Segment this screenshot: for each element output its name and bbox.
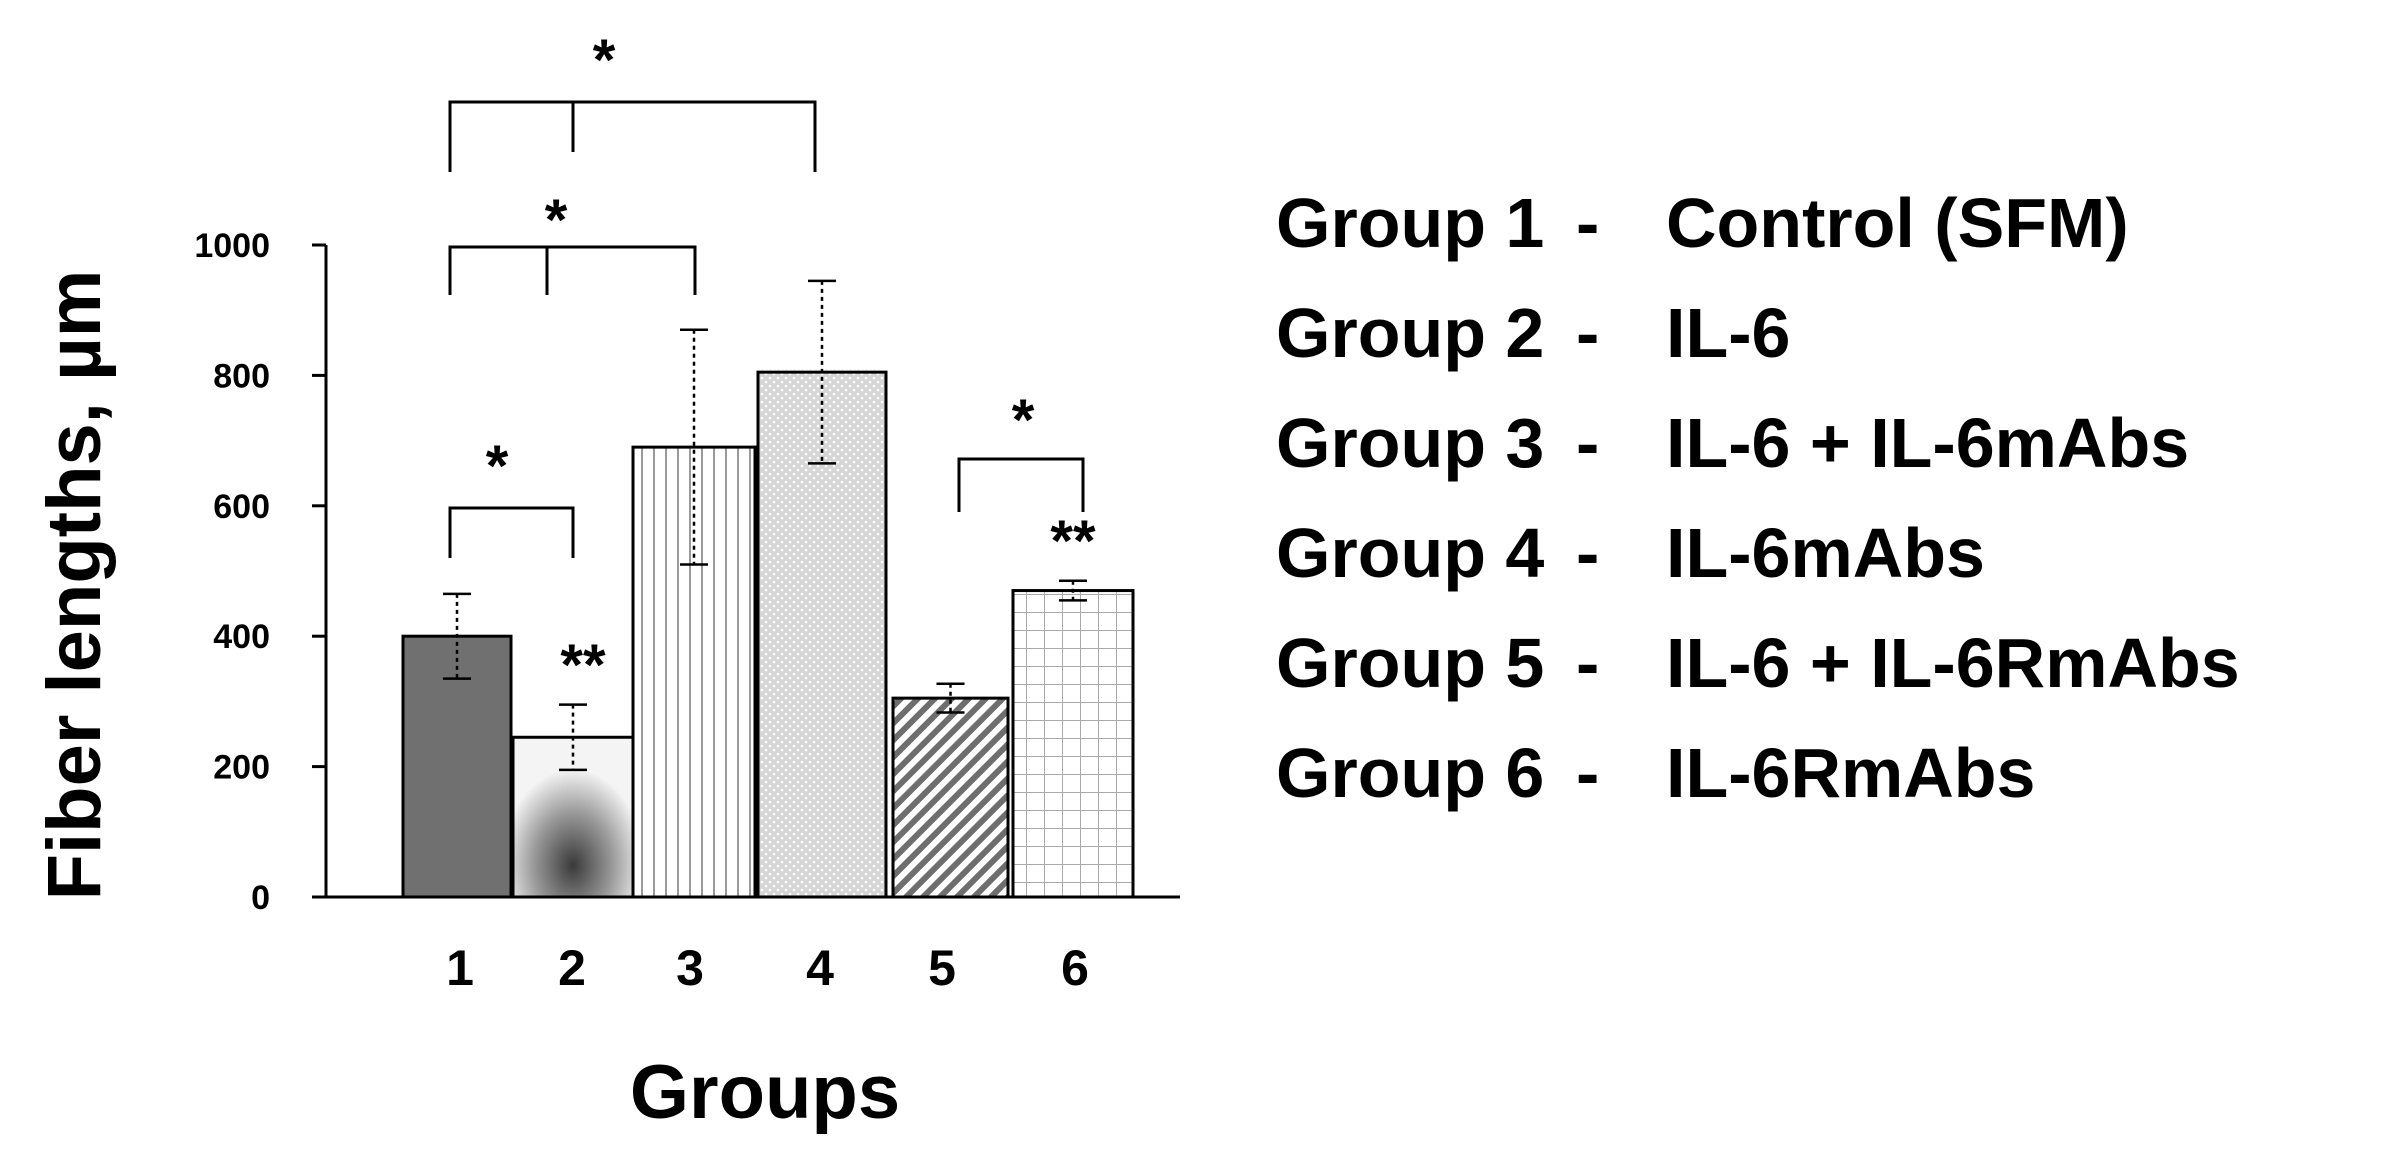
significance-bracket <box>448 245 697 295</box>
significance-brackets: ******** <box>448 28 1096 698</box>
legend-description: Control (SFM) <box>1666 184 2129 262</box>
x-axis-ticks: 1 2 3 4 5 6 <box>446 940 1089 996</box>
y-tick-label: 400 <box>213 618 270 656</box>
legend: Group 1 - Control (SFM) Group 2 - IL-6 G… <box>1276 168 2240 828</box>
significance-bracket <box>448 100 817 172</box>
legend-group-label: Group 1 <box>1276 184 1545 262</box>
y-tick-label: 600 <box>213 488 270 526</box>
y-axis-title: Fiber lengths, µm <box>32 270 117 901</box>
legend-entry-3: Group 3 - IL-6 + IL-6mAbs <box>1276 388 2240 498</box>
significance-bracket <box>957 457 1085 512</box>
legend-separator: - <box>1576 404 1600 482</box>
x-tick-label: 2 <box>558 940 586 996</box>
legend-group-label: Group 2 <box>1276 294 1545 372</box>
legend-group-label: Group 6 <box>1276 734 1545 812</box>
legend-separator: - <box>1576 294 1600 372</box>
significance-star: * <box>545 188 568 253</box>
y-tick-label: 1000 <box>194 227 270 265</box>
y-tick-label: 800 <box>213 357 270 395</box>
legend-entry-4: Group 4 - IL-6mAbs <box>1276 498 2240 608</box>
legend-description: IL-6 + IL-6mAbs <box>1666 404 2190 482</box>
significance-star: * <box>486 434 509 499</box>
x-tick-label: 3 <box>676 940 704 996</box>
legend-entry-2: Group 2 - IL-6 <box>1276 278 2240 388</box>
x-axis-title: Groups <box>630 1050 900 1135</box>
y-axis-ticks: 0 200 400 600 800 1000 <box>194 227 326 917</box>
significance-star: * <box>593 28 616 93</box>
x-tick-label: 6 <box>1061 940 1089 996</box>
significance-star: ** <box>1050 509 1096 574</box>
legend-description: IL-6RmAbs <box>1666 734 2036 812</box>
y-tick-label: 200 <box>213 749 270 787</box>
axes <box>324 245 1180 899</box>
legend-separator: - <box>1576 514 1600 592</box>
y-tick-label: 0 <box>251 879 270 917</box>
legend-entry-6: Group 6 - IL-6RmAbs <box>1276 718 2240 828</box>
x-tick-label: 4 <box>806 940 834 996</box>
x-tick-label: 5 <box>928 940 956 996</box>
legend-group-label: Group 3 <box>1276 404 1545 482</box>
significance-bracket <box>448 506 575 558</box>
x-tick-label: 1 <box>446 940 474 996</box>
error-bars <box>443 279 1087 772</box>
bar-group-6 <box>1011 589 1135 899</box>
bars <box>401 370 1135 899</box>
significance-star: ** <box>560 633 606 698</box>
legend-entry-1: Group 1 - Control (SFM) <box>1276 168 2240 278</box>
legend-separator: - <box>1576 624 1600 702</box>
bar-group-5 <box>891 696 1010 899</box>
legend-separator: - <box>1576 184 1600 262</box>
legend-description: IL-6 <box>1666 294 1791 372</box>
legend-group-label: Group 5 <box>1276 624 1545 702</box>
legend-description: IL-6 + IL-6RmAbs <box>1666 624 2240 702</box>
legend-entry-5: Group 5 - IL-6 + IL-6RmAbs <box>1276 608 2240 718</box>
legend-description: IL-6mAbs <box>1666 514 1985 592</box>
legend-separator: - <box>1576 734 1600 812</box>
significance-star: * <box>1012 388 1035 453</box>
legend-group-label: Group 4 <box>1276 514 1545 592</box>
